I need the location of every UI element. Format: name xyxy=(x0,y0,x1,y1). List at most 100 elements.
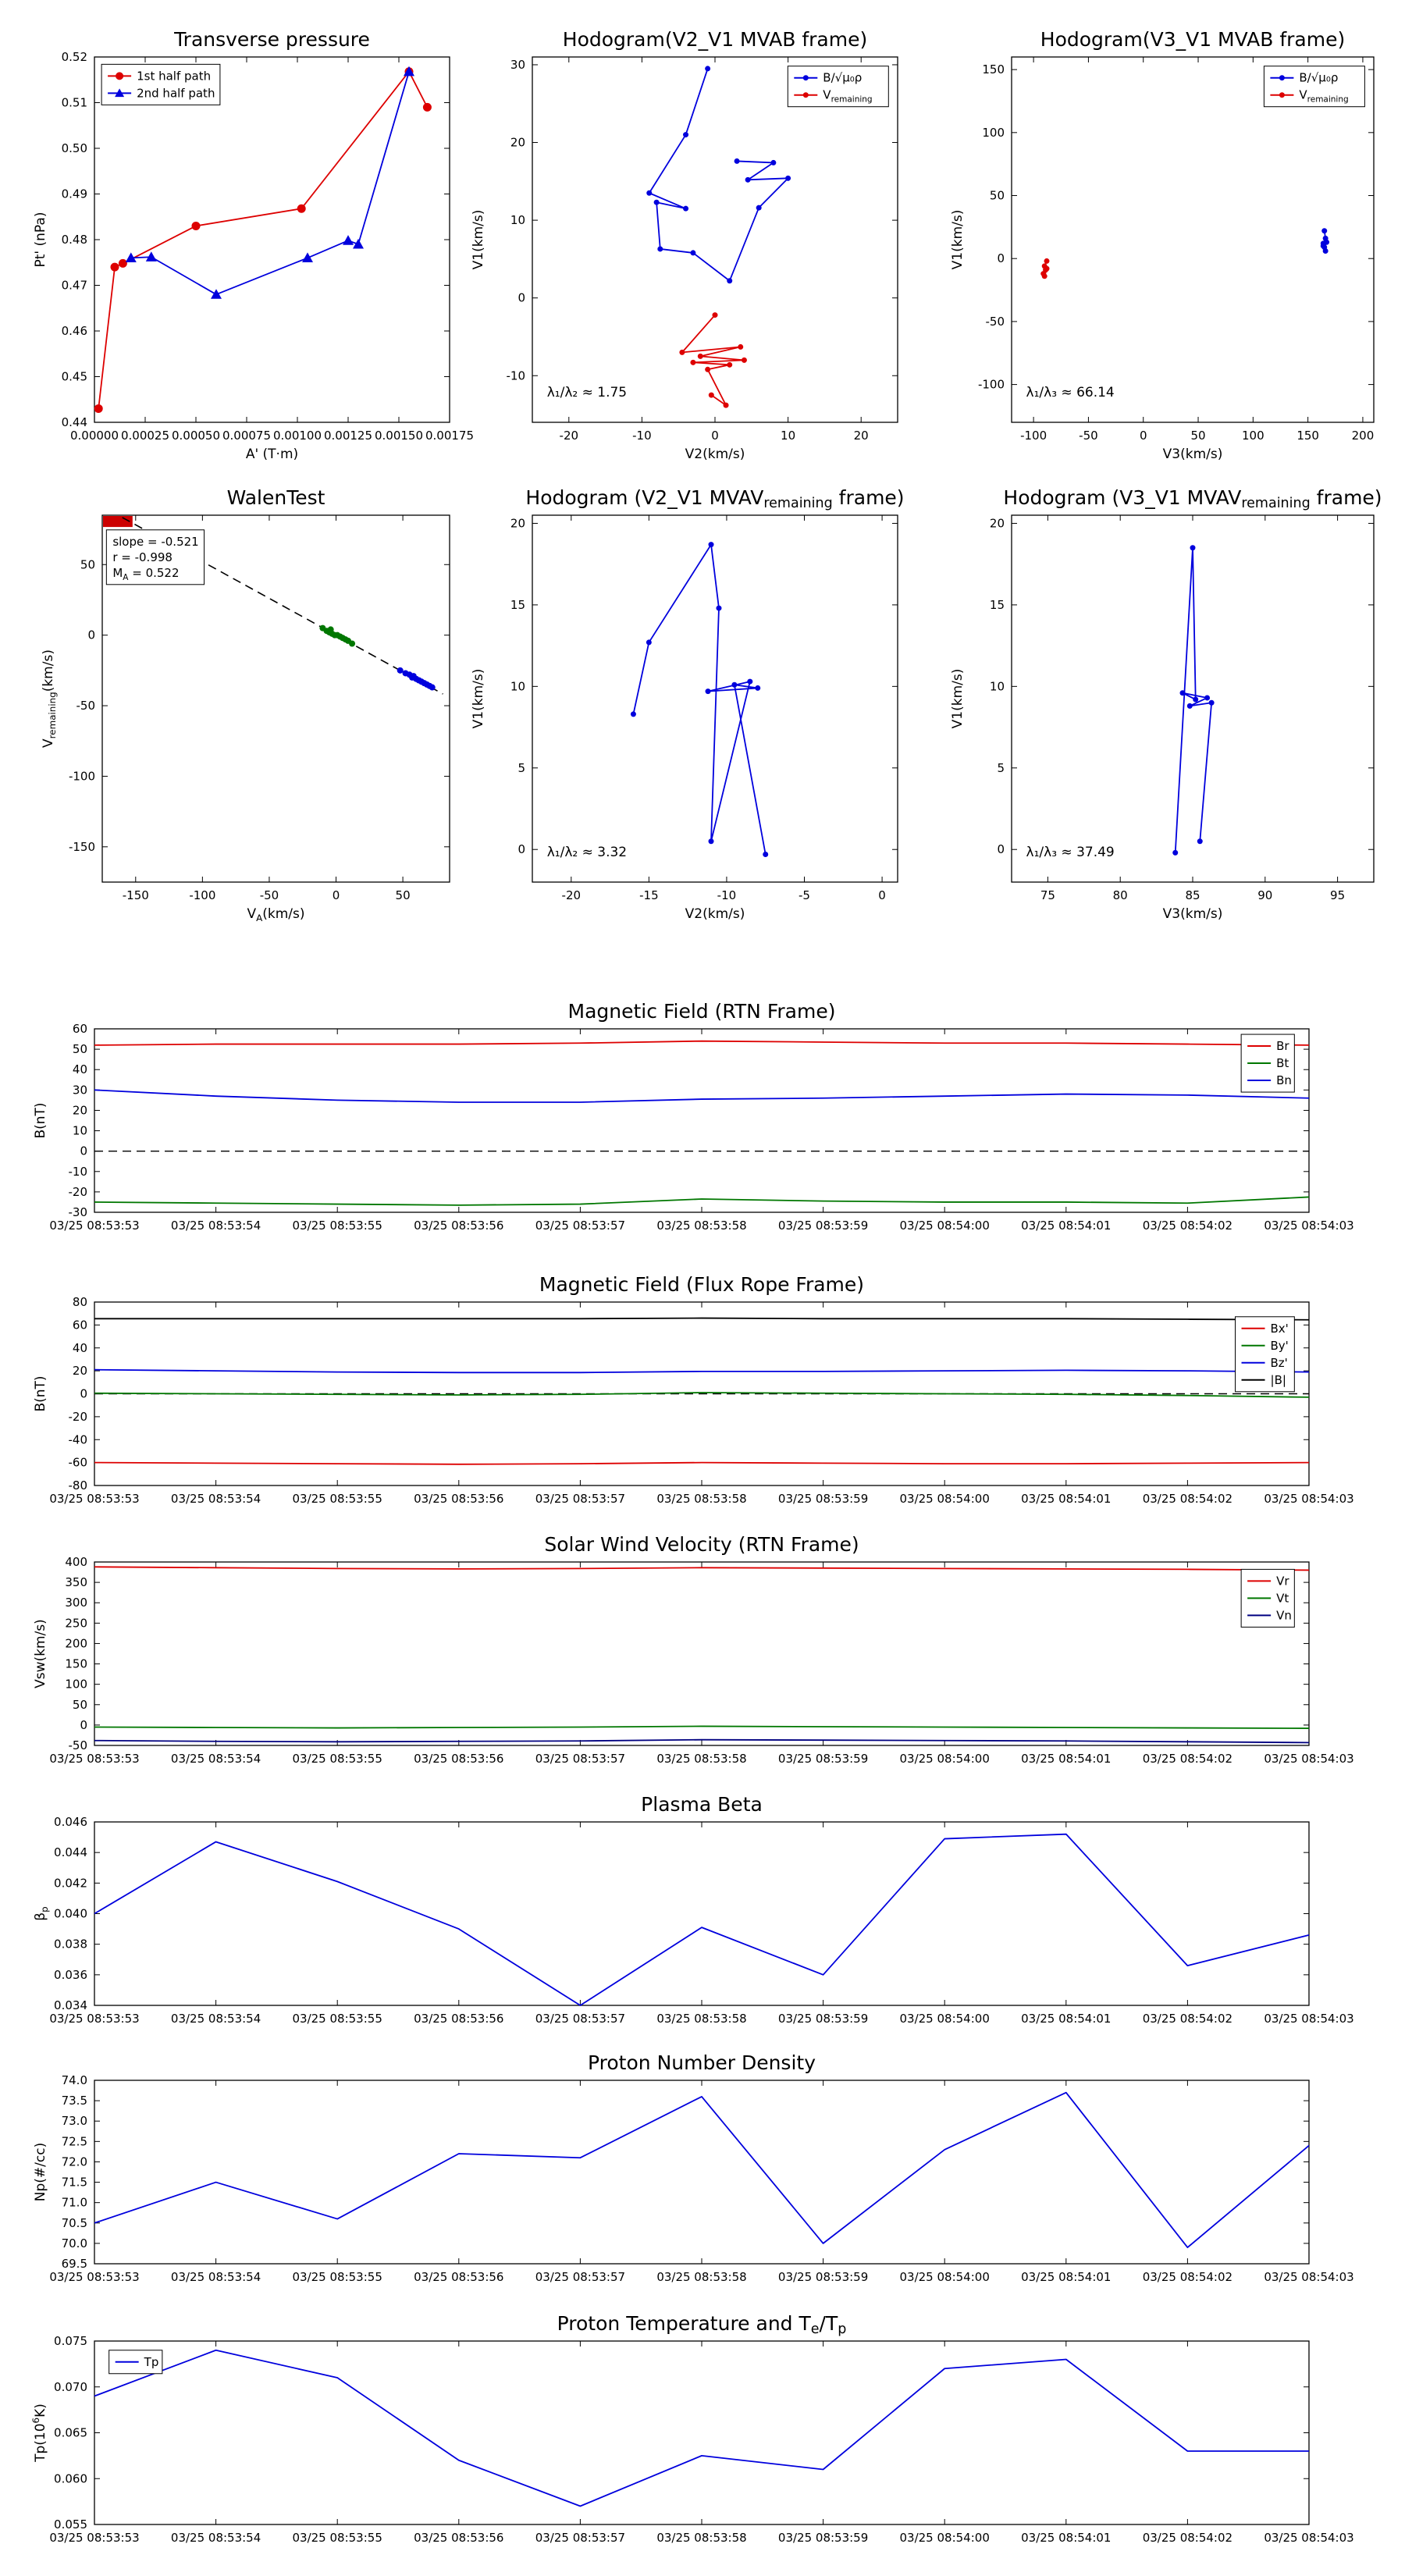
y-axis-label: Vsw(km/s) xyxy=(33,1619,48,1688)
y-tick-label: 5 xyxy=(997,761,1005,775)
marker-dot xyxy=(1179,690,1186,696)
x-tick-label: 03/25 08:54:02 xyxy=(1143,1752,1232,1766)
series-second-half-points xyxy=(397,667,436,691)
series-line xyxy=(94,1725,1310,1729)
y-tick-label: 0.52 xyxy=(62,50,87,64)
y-tick-label: 74.0 xyxy=(62,2073,87,2087)
x-tick-label: 03/25 08:53:55 xyxy=(293,2531,382,2545)
y-tick-label: 71.5 xyxy=(62,2176,87,2190)
marker-dot xyxy=(1172,849,1179,856)
panel-title: Magnetic Field (RTN Frame) xyxy=(568,1000,836,1023)
y-tick-label: 10 xyxy=(990,679,1005,693)
series-line xyxy=(94,1317,1310,1321)
y-tick-label: 30 xyxy=(73,1083,87,1097)
x-tick-label: 03/25 08:53:58 xyxy=(656,2270,746,2284)
x-tick-label: 03/25 08:53:54 xyxy=(171,2270,261,2284)
annotation: λ₁/λ₂ ≈ 1.75 xyxy=(547,385,627,400)
y-tick-label: 20 xyxy=(73,1364,87,1378)
x-tick-label: 03/25 08:54:03 xyxy=(1264,1219,1353,1233)
legend: 1st half path 2nd half path xyxy=(101,63,221,105)
y-tick-label: 0.065 xyxy=(54,2426,87,2440)
marker-dot xyxy=(1320,243,1326,249)
panel-title: WalenTest xyxy=(227,486,325,509)
x-tick-label: 03/25 08:54:02 xyxy=(1143,2270,1232,2284)
marker-circle xyxy=(116,72,124,80)
legend-label: Bn xyxy=(1276,1073,1292,1087)
x-tick-label: 03/25 08:54:00 xyxy=(900,1752,990,1766)
x-tick-label: 03/25 08:54:00 xyxy=(900,2270,990,2284)
marker-triangle xyxy=(211,289,222,299)
legend-label: 1st half path xyxy=(137,69,211,83)
y-ticks: -80 -60 -40 -20 0 20 40 60 80 xyxy=(69,1295,1309,1493)
marker-dot xyxy=(1044,258,1050,264)
panel-title: Solar Wind Velocity (RTN Frame) xyxy=(544,1533,859,1556)
legend-box xyxy=(1263,66,1365,108)
marker-triangle xyxy=(343,235,354,245)
marker-dot xyxy=(697,353,703,359)
y-tick-label: 400 xyxy=(65,1555,87,1569)
panel-title: Hodogram (V2_V1 MVAVremaining frame) xyxy=(525,486,904,511)
marker-dot xyxy=(1324,239,1330,245)
y-ticks: -30 -20 -10 0 10 20 30 40 50 60 xyxy=(69,1022,1309,1219)
marker-dot xyxy=(410,673,417,680)
x-tick-label: 03/25 08:54:02 xyxy=(1143,2531,1232,2545)
marker-dot xyxy=(690,250,696,256)
marker-dot xyxy=(349,640,356,647)
marker-dot xyxy=(738,343,744,350)
solar-wind-velocity-panel: 03/25 08:53:53 03/25 08:53:54 03/25 08:53:… xyxy=(33,1533,1354,1766)
legend-label: Br xyxy=(1276,1039,1289,1053)
marker-dot xyxy=(708,542,714,548)
mag-field-rtn-panel: 03/25 08:53:53 03/25 08:53:54 03/25 08:53:… xyxy=(33,1000,1354,1233)
y-tick-label: 0.038 xyxy=(54,1937,87,1952)
marker-dot xyxy=(327,626,334,633)
y-tick-label: 0 xyxy=(997,251,1005,265)
series-Vremaining xyxy=(679,312,747,408)
x-tick-label: 03/25 08:53:57 xyxy=(535,2531,625,2545)
marker-dot xyxy=(731,681,738,688)
x-tick-label: 03/25 08:53:53 xyxy=(49,2531,139,2545)
marker-circle xyxy=(118,258,127,268)
y-tick-label: 0.060 xyxy=(54,2471,87,2485)
x-tick-label: -20 xyxy=(562,888,582,902)
marker-dot xyxy=(708,838,714,845)
panel-title: Hodogram(V2_V1 MVAB frame) xyxy=(563,28,867,51)
legend: Vr Vt Vn xyxy=(1240,1568,1295,1628)
panel-title: Hodogram(V3_V1 MVAB frame) xyxy=(1040,28,1345,51)
x-tick-label: 03/25 08:54:03 xyxy=(1264,2531,1353,2545)
marker-circle xyxy=(191,221,201,230)
x-tick-label: 85 xyxy=(1185,888,1200,902)
x-tick-label: 03/25 08:53:56 xyxy=(414,1492,503,1506)
legend-label: |B| xyxy=(1271,1373,1286,1387)
x-tick-label: 03/25 08:53:59 xyxy=(778,1752,868,1766)
marker-dot xyxy=(705,688,711,695)
y-axis-label: βp xyxy=(33,1906,50,1920)
x-tick-label: -15 xyxy=(639,888,659,902)
y-tick-label: 73.0 xyxy=(62,2114,87,2128)
legend: Br Bt Bn xyxy=(1240,1034,1295,1093)
stats-line: slope = -0.521 xyxy=(112,535,198,549)
series-Vt xyxy=(94,1725,1310,1729)
x-tick-label: 03/25 08:53:56 xyxy=(414,2531,503,2545)
y-tick-label: 0.042 xyxy=(54,1876,87,1890)
y-tick-label: 150 xyxy=(65,1657,87,1671)
series-βp xyxy=(94,1833,1310,2006)
y-tick-label: 50 xyxy=(80,557,95,571)
y-tick-label: 20 xyxy=(510,516,525,530)
legend-label: Bx' xyxy=(1271,1322,1289,1336)
x-tick-label: 20 xyxy=(854,429,869,443)
plasma-beta-panel: 03/25 08:53:53 03/25 08:53:54 03/25 08:53:… xyxy=(33,1793,1354,2026)
x-tick-label: 95 xyxy=(1330,888,1345,902)
series-B/√μ₀ρ xyxy=(646,66,791,284)
proton-number-density-panel: 03/25 08:53:53 03/25 08:53:54 03/25 08:53:… xyxy=(33,2051,1354,2284)
y-tick-label: 10 xyxy=(510,213,525,227)
y-axis-label: Tp(106K) xyxy=(30,2403,48,2463)
y-ticks: -150 -100 -50 0 50 xyxy=(69,557,450,854)
series-Vremaining xyxy=(1040,258,1050,279)
y-tick-label: 0.046 xyxy=(54,1815,87,1829)
series-Vr xyxy=(94,1566,1310,1571)
legend: B/√μ₀ρ Vremaining xyxy=(787,66,889,108)
y-tick-label: 0 xyxy=(80,1387,87,1401)
series-Bn xyxy=(94,1089,1310,1103)
